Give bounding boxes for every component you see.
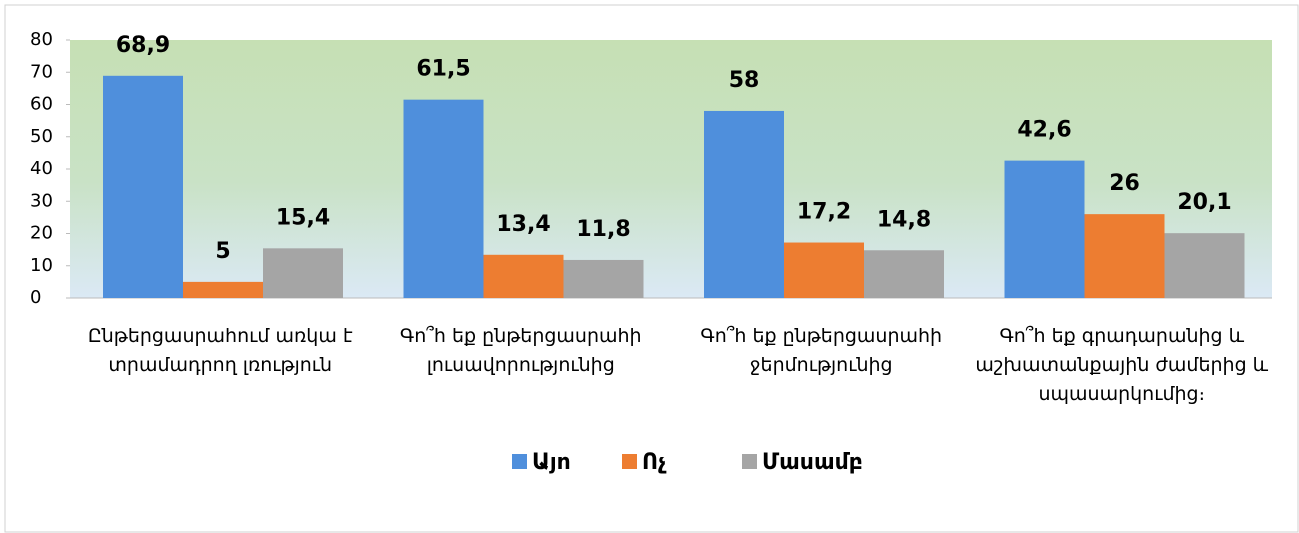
legend-swatch [622, 454, 637, 469]
y-tick-label: 40 [30, 158, 53, 179]
y-tick-label: 10 [30, 255, 53, 276]
x-tick-label: Ընթերցասրահում առկա է տրամադրող լռությու… [87, 325, 353, 376]
frame [4, 4, 1299, 533]
bar [103, 75, 183, 298]
bar [784, 242, 864, 298]
bar [483, 254, 564, 298]
bar [183, 281, 263, 298]
bar [1084, 214, 1165, 298]
y-tick-label: 30 [30, 190, 53, 211]
data-label: 42,6 [1017, 118, 1071, 143]
data-label: 20,1 [1177, 190, 1231, 215]
x-tick-label: Գո՞հ եք գրադարանից և աշխատանքային ժամերի… [975, 325, 1269, 405]
x-tick-label: Գո՞հ եք ընթերցասրահի ջերմությունից [700, 325, 943, 376]
y-tick-label: 70 [30, 61, 53, 82]
data-label: 13,4 [496, 212, 550, 237]
data-label: 11,8 [576, 217, 630, 242]
data-label: 26 [1109, 171, 1140, 196]
data-label: 68,9 [116, 33, 170, 58]
data-label: 15,4 [276, 205, 330, 230]
y-tick-label: 60 [30, 94, 53, 115]
legend-label: Այո [532, 450, 571, 475]
legend-label: Մասամբ [762, 450, 863, 475]
bar [1004, 160, 1085, 298]
x-tick-label: Գո՞հ եք ընթերցասրահի լուսավորությունից [399, 325, 642, 376]
data-label: 61,5 [416, 57, 470, 82]
data-label: 5 [215, 239, 230, 264]
legend-label: Ոչ [642, 450, 667, 475]
data-label: 58 [729, 68, 760, 93]
bar [1164, 233, 1245, 298]
y-tick-label: 0 [30, 287, 41, 308]
bar [563, 259, 644, 298]
data-label: 14,8 [877, 207, 931, 232]
bar [864, 250, 944, 298]
bar [704, 110, 784, 298]
bar [263, 248, 343, 298]
bar [403, 99, 484, 298]
y-tick-label: 20 [30, 223, 53, 244]
legend-swatch [512, 454, 527, 469]
y-tick-label: 80 [30, 29, 53, 50]
data-label: 17,2 [797, 200, 851, 225]
y-tick-label: 50 [30, 126, 53, 147]
legend-swatch [742, 454, 757, 469]
